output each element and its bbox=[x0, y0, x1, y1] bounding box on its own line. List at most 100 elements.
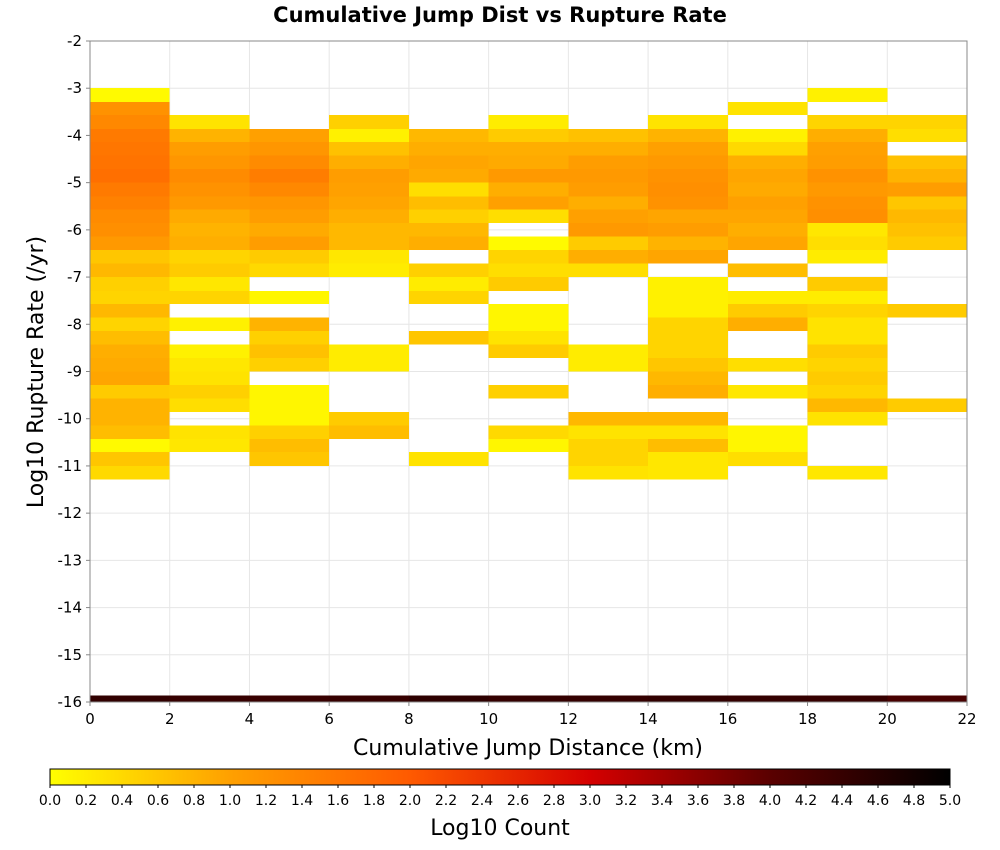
heatmap-cell-9-20 bbox=[807, 398, 888, 413]
colorbar-tick-label-11: 2.2 bbox=[435, 793, 457, 809]
x-tick-label-11: 22 bbox=[957, 710, 976, 728]
heatmap-cell-3-1 bbox=[329, 128, 409, 143]
heatmap-cell-1-12 bbox=[169, 277, 250, 291]
heatmap-cell-9-19 bbox=[807, 385, 888, 399]
heatmap-cell-2-7 bbox=[249, 223, 330, 237]
heatmap-cell-0-15 bbox=[90, 290, 170, 304]
heatmap-cell-0-1 bbox=[90, 101, 170, 116]
heatmap-cell-2-15 bbox=[249, 357, 330, 372]
heatmap-cell-8-13 bbox=[727, 317, 808, 331]
colorbar-tick-label-18: 3.6 bbox=[687, 793, 709, 809]
colorbar-tick-label-9: 1.8 bbox=[363, 793, 385, 809]
y-tick-label-2: -4 bbox=[67, 126, 82, 144]
heatmap-cell-8-1 bbox=[727, 128, 808, 143]
y-tick-label-11: -13 bbox=[58, 551, 83, 569]
colorbar-tick-label-3: 0.6 bbox=[147, 793, 169, 809]
heatmap-cell-8-15 bbox=[727, 385, 808, 399]
heatmap-cell-9-11 bbox=[807, 250, 888, 264]
colorbar-tick-label-6: 1.2 bbox=[255, 793, 277, 809]
heatmap-cell-7-9 bbox=[648, 236, 728, 251]
colorbar-ticks: 0.0 0.2 0.4 0.6 0.8 1.0 1.2 1.4 1.6 1.8 2.0 2.2 2.4 2… bbox=[39, 785, 961, 809]
heatmap-cell-bottom-2 bbox=[249, 695, 330, 702]
heatmap-cell-6-1 bbox=[568, 142, 649, 156]
heatmap-cell-0-7 bbox=[90, 182, 170, 197]
colorbar bbox=[49, 768, 951, 786]
heatmap-cell-9-14 bbox=[807, 303, 888, 318]
colorbar-tick-label-8: 1.6 bbox=[327, 793, 349, 809]
heatmap-cell-8-3 bbox=[727, 155, 808, 169]
heatmap-cell-4-1 bbox=[408, 142, 489, 156]
heatmap-cell-3-0 bbox=[329, 115, 409, 129]
heatmap-cell-1-9 bbox=[169, 236, 250, 251]
heatmap-cell-9-9 bbox=[807, 223, 888, 237]
heatmap-cell-5-15 bbox=[488, 385, 569, 399]
heatmap-cell-10-8 bbox=[887, 236, 967, 251]
heatmap-cell-0-16 bbox=[90, 303, 170, 318]
heatmap-cell-1-7 bbox=[169, 209, 250, 224]
heatmap-cell-9-3 bbox=[807, 142, 888, 156]
heatmap-cell-1-2 bbox=[169, 142, 250, 156]
x-axis: 0 2 4 6 8 10 12 14 16 18 20 22 bbox=[85, 702, 977, 728]
colorbar-tick-label-25: 5.0 bbox=[939, 793, 961, 809]
heatmap-cell-8-7 bbox=[727, 209, 808, 224]
heatmap-cell-1-8 bbox=[169, 223, 250, 237]
heatmap-cell-bottom-9 bbox=[807, 695, 888, 702]
heatmap-cell-9-4 bbox=[807, 155, 888, 169]
heatmap-cell-7-7 bbox=[648, 209, 728, 224]
colorbar-tick-label-17: 3.4 bbox=[651, 793, 673, 809]
heatmap-cell-1-6 bbox=[169, 196, 250, 210]
y-tick-label-9: -11 bbox=[58, 457, 83, 475]
heatmap-cell-0-19 bbox=[90, 344, 170, 358]
heatmap-cell-0-11 bbox=[90, 236, 170, 251]
heatmap-cell-6-15 bbox=[568, 465, 649, 480]
heatmap-cell-7-12 bbox=[648, 317, 728, 358]
y-tick-label-3: -5 bbox=[67, 174, 82, 192]
heatmap-cell-2-9 bbox=[249, 250, 330, 264]
heatmap-cell-5-11 bbox=[488, 277, 569, 291]
heatmap-cell-8-6 bbox=[727, 196, 808, 210]
colorbar-tick-label-21: 4.2 bbox=[795, 793, 817, 809]
heatmap-cell-5-16 bbox=[488, 425, 569, 440]
heatmap-cell-6-9 bbox=[568, 250, 649, 264]
heatmap-cell-8-17 bbox=[727, 452, 808, 466]
heatmap-cell-8-2 bbox=[727, 142, 808, 156]
heatmap-cell-0-27 bbox=[90, 452, 170, 466]
chart-title: Cumulative Jump Dist vs Rupture Rate bbox=[273, 3, 727, 27]
heatmap-cell-0-23 bbox=[90, 398, 170, 413]
heatmap-cell-bottom-5 bbox=[488, 695, 569, 702]
x-axis-label: Cumulative Jump Distance (km) bbox=[353, 736, 703, 761]
colorbar-tick-label-14: 2.8 bbox=[543, 793, 565, 809]
heatmap-cell-5-2 bbox=[488, 142, 569, 156]
heatmap-cell-5-8 bbox=[488, 236, 569, 251]
heatmap-cell-7-14 bbox=[648, 371, 728, 386]
x-tick-label-3: 6 bbox=[324, 710, 334, 728]
heatmap-cell-0-26 bbox=[90, 439, 170, 453]
heatmap-cell-2-10 bbox=[249, 263, 330, 278]
heatmap-cell-10-3 bbox=[887, 168, 967, 183]
colorbar-tick-label-5: 1.0 bbox=[219, 793, 241, 809]
heatmap-cell-5-7 bbox=[488, 209, 569, 224]
heatmap-cell-9-21 bbox=[807, 412, 888, 426]
heatmap-cell-3-12 bbox=[329, 344, 409, 372]
heatmap-cell-6-10 bbox=[568, 263, 649, 278]
y-tick-label-7: -9 bbox=[67, 363, 82, 381]
heatmap-cell-10-9 bbox=[887, 303, 967, 318]
heatmap-cell-6-5 bbox=[568, 196, 649, 210]
heatmap-cell-9-18 bbox=[807, 371, 888, 386]
heatmap-cell-2-6 bbox=[249, 209, 330, 224]
heatmap-cell-9-5 bbox=[807, 168, 888, 183]
heatmap-cell-5-12 bbox=[488, 303, 569, 331]
heatmap-cell-7-15 bbox=[648, 385, 728, 399]
heatmap-cell-0-9 bbox=[90, 209, 170, 224]
colorbar-tick-label-15: 3.0 bbox=[579, 793, 601, 809]
heatmap-cell-5-9 bbox=[488, 250, 569, 264]
y-tick-label-12: -14 bbox=[58, 599, 83, 617]
heatmap-cell-7-17 bbox=[648, 425, 728, 440]
heatmap-cell-bottom-7 bbox=[648, 695, 728, 702]
heatmap-cell-2-0 bbox=[249, 128, 330, 143]
heatmap-cell-6-13 bbox=[568, 425, 649, 440]
heatmap-cell-10-7 bbox=[887, 223, 967, 237]
heatmap-cell-3-14 bbox=[329, 425, 409, 440]
heatmap-cell-5-5 bbox=[488, 182, 569, 197]
heatmap-cell-7-13 bbox=[648, 357, 728, 372]
